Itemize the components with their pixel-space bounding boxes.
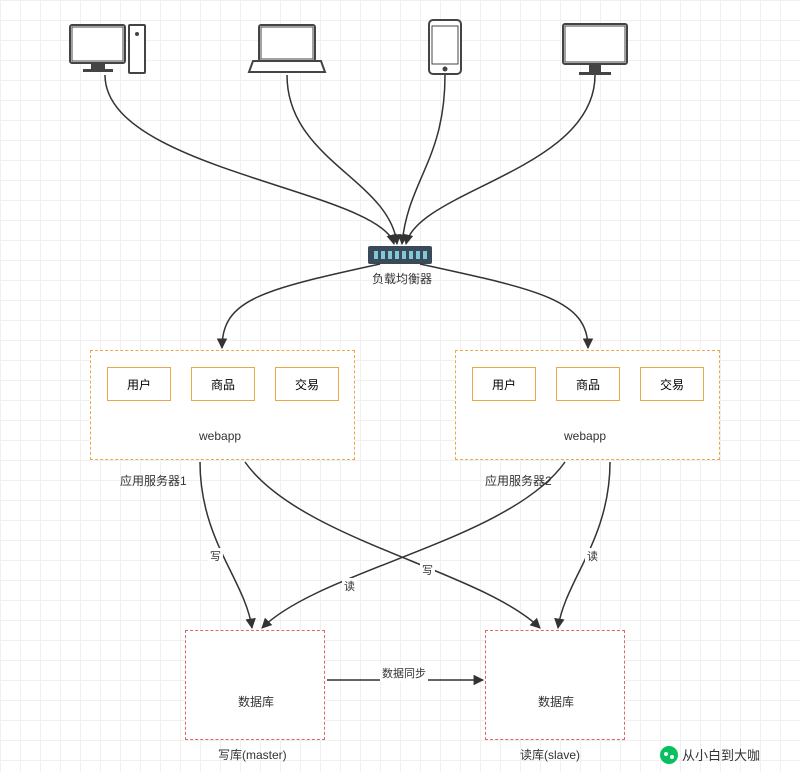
desktop-icon: [70, 25, 145, 73]
edge-label-read2: 读: [585, 548, 600, 564]
edge-label-sync: 数据同步: [380, 665, 428, 681]
module-label: 商品: [211, 376, 235, 393]
webapp1-module-product: 商品: [191, 367, 255, 401]
module-label: 用户: [492, 376, 516, 393]
wechat-icon: [660, 746, 678, 764]
webapp1-module-user: 用户: [107, 367, 171, 401]
edge-label-write2: 写: [420, 562, 435, 578]
laptop-icon: [249, 25, 325, 72]
edge-label-write1: 写: [208, 548, 223, 564]
watermark-text: 从小白到大咖: [682, 745, 760, 764]
module-label: 交易: [660, 376, 684, 393]
slave-db-box: 数据库: [485, 630, 625, 740]
master-db-caption: 写库(master): [218, 746, 287, 763]
edge-label-read1: 读: [342, 578, 357, 594]
webapp2-title: webapp: [564, 429, 606, 443]
webapp1-box: 用户 商品 交易 webapp: [90, 350, 355, 460]
module-label: 商品: [576, 376, 600, 393]
master-db-label: 数据库: [238, 693, 274, 710]
webapp1-title: webapp: [199, 429, 241, 443]
watermark: 从小白到大咖: [660, 745, 760, 764]
load-balancer-label: 负载均衡器: [372, 270, 432, 287]
webapp1-module-trade: 交易: [275, 367, 339, 401]
slave-db-label: 数据库: [538, 693, 574, 710]
webapp2-module-trade: 交易: [640, 367, 704, 401]
phone-icon: [429, 20, 461, 74]
monitor-icon: [563, 24, 627, 75]
webapp2-module-user: 用户: [472, 367, 536, 401]
webapp1-caption: 应用服务器1: [120, 472, 187, 489]
slave-db-caption: 读库(slave): [520, 746, 580, 763]
webapp2-box: 用户 商品 交易 webapp: [455, 350, 720, 460]
load-balancer-icon: [368, 246, 432, 264]
webapp2-module-product: 商品: [556, 367, 620, 401]
webapp2-caption: 应用服务器2: [485, 472, 552, 489]
module-label: 交易: [295, 376, 319, 393]
module-label: 用户: [127, 376, 151, 393]
master-db-box: 数据库: [185, 630, 325, 740]
